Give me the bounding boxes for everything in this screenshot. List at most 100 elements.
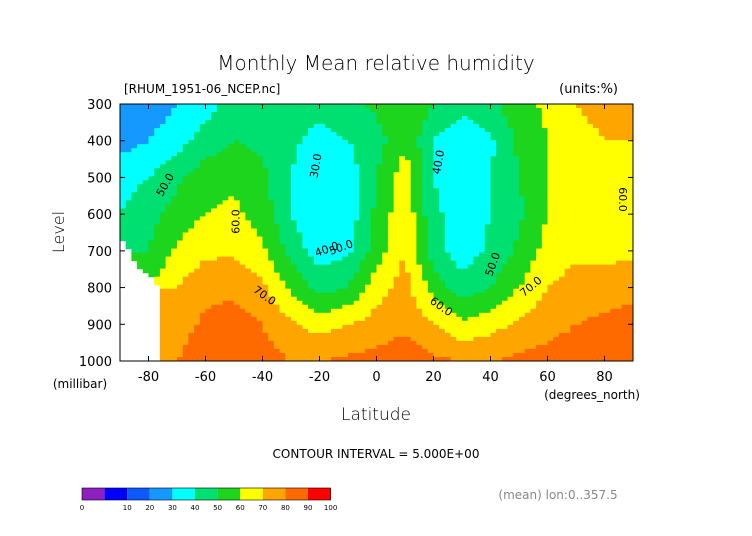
- heatmap-cell: [513, 216, 520, 222]
- heatmap-cell: [182, 212, 189, 218]
- heatmap-cell: [125, 152, 132, 157]
- heatmap-cell: [405, 140, 412, 145]
- heatmap-cell: [467, 300, 474, 306]
- heatmap-cell: [177, 300, 184, 306]
- heatmap-cell: [570, 112, 577, 117]
- heatmap-cell: [296, 308, 303, 314]
- heatmap-cell: [615, 188, 623, 193]
- heatmap-cell: [268, 292, 275, 298]
- heatmap-cell: [336, 160, 343, 165]
- heatmap-cell: [490, 120, 497, 125]
- heatmap-cell: [462, 248, 469, 254]
- heatmap-cell: [399, 204, 406, 210]
- heatmap-cell: [541, 268, 549, 274]
- heatmap-cell: [433, 156, 440, 161]
- heatmap-cell: [627, 196, 633, 201]
- heatmap-cell: [188, 160, 195, 165]
- heatmap-cell: [410, 244, 417, 250]
- heatmap-cell: [439, 244, 446, 250]
- heatmap-cell: [216, 148, 224, 153]
- heatmap-cell: [228, 280, 235, 286]
- heatmap-cell: [279, 296, 286, 302]
- heatmap-cell: [159, 324, 167, 330]
- heatmap-cell: [302, 160, 309, 165]
- heatmap-cell: [547, 116, 554, 121]
- heatmap-cell: [342, 256, 349, 262]
- heatmap-cell: [405, 204, 412, 210]
- heatmap-cell: [319, 316, 326, 322]
- heatmap-cell: [251, 256, 258, 262]
- heatmap-cell: [570, 200, 577, 205]
- heatmap-cell: [148, 184, 155, 189]
- heatmap-cell: [262, 156, 269, 161]
- heatmap-cell: [353, 172, 360, 177]
- heatmap-cell: [165, 184, 172, 189]
- heatmap-cell: [604, 276, 611, 282]
- heatmap-cell: [239, 156, 246, 161]
- heatmap-cell: [427, 264, 435, 270]
- heatmap-cell: [433, 280, 440, 286]
- heatmap-cell: [610, 316, 617, 322]
- heatmap-cell: [302, 292, 309, 298]
- heatmap-cell: [422, 236, 429, 242]
- heatmap-cell: [239, 160, 246, 165]
- heatmap-cell: [530, 104, 537, 109]
- heatmap-cell: [359, 120, 366, 125]
- heatmap-cell: [410, 264, 417, 270]
- heatmap-cell: [245, 120, 252, 125]
- heatmap-cell: [330, 216, 338, 222]
- heatmap-cell: [194, 304, 201, 310]
- heatmap-cell: [541, 160, 549, 165]
- heatmap-cell: [484, 144, 492, 149]
- heatmap-cell: [319, 220, 326, 226]
- heatmap-cell: [450, 172, 457, 177]
- heatmap-cell: [382, 156, 389, 161]
- heatmap-cell: [313, 192, 321, 197]
- heatmap-cell: [125, 168, 132, 173]
- heatmap-cell: [581, 268, 588, 274]
- heatmap-cell: [319, 224, 326, 230]
- heatmap-cell: [410, 236, 417, 242]
- heatmap-cell: [131, 128, 138, 133]
- heatmap-cell: [473, 228, 480, 234]
- heatmap-cell: [547, 224, 554, 230]
- heatmap-cell: [519, 112, 526, 117]
- heatmap-cell: [473, 312, 480, 318]
- heatmap-cell: [365, 284, 372, 290]
- heatmap-cell: [131, 236, 138, 242]
- heatmap-cell: [296, 296, 303, 302]
- heatmap-cell: [593, 204, 600, 210]
- heatmap-cell: [456, 196, 463, 201]
- heatmap-cell: [296, 192, 303, 197]
- heatmap-cell: [593, 156, 600, 161]
- heatmap-cell: [302, 108, 309, 113]
- heatmap-cell: [405, 276, 412, 282]
- heatmap-cell: [148, 252, 155, 258]
- heatmap-cell: [479, 308, 486, 314]
- heatmap-cell: [120, 108, 127, 113]
- heatmap-cell: [530, 168, 537, 173]
- heatmap-cell: [137, 156, 144, 161]
- heatmap-cell: [433, 108, 440, 113]
- heatmap-cell: [365, 272, 372, 278]
- heatmap-cell: [268, 116, 275, 121]
- heatmap-cell: [342, 312, 349, 318]
- heatmap-cell: [524, 304, 531, 310]
- heatmap-cell: [245, 152, 252, 157]
- heatmap-cell: [570, 120, 577, 125]
- heatmap-cell: [256, 328, 264, 334]
- heatmap-cell: [256, 248, 264, 254]
- heatmap-cell: [342, 220, 349, 226]
- heatmap-cell: [501, 152, 509, 157]
- heatmap-cell: [444, 244, 452, 250]
- heatmap-cell: [302, 156, 309, 161]
- heatmap-cell: [296, 268, 303, 274]
- heatmap-cell: [353, 288, 360, 294]
- heatmap-cell: [325, 240, 332, 246]
- heatmap-cell: [422, 284, 429, 290]
- heatmap-cell: [427, 308, 435, 314]
- heatmap-cell: [302, 296, 309, 302]
- heatmap-cell: [325, 272, 332, 278]
- heatmap-cell: [610, 180, 617, 185]
- heatmap-cell: [177, 136, 184, 141]
